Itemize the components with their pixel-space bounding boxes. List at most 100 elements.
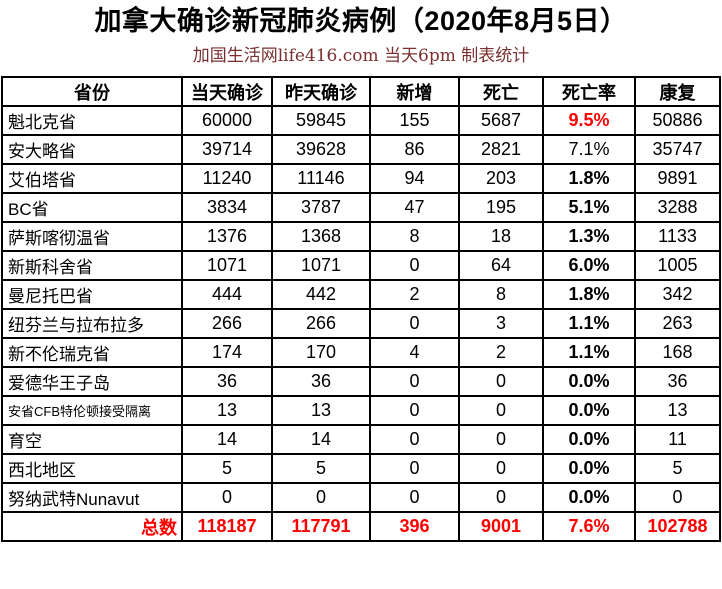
cell-death-rate: 1.1% [542,308,636,339]
cell-recovered: 36 [634,366,721,397]
cell-yesterday: 266 [271,308,371,339]
cell-death-rate: 0.0% [542,366,636,397]
cell-province: 安大略省 [1,134,183,165]
cell-deaths: 0 [458,424,544,455]
table-row: 育空 14 14 0 0 0.0% 11 [1,424,721,455]
cell-new: 0 [369,395,460,426]
cell-recovered: 50886 [634,105,721,136]
cell-new: 0 [369,424,460,455]
cell-province: 艾伯塔省 [1,163,183,194]
cell-today: 60000 [181,105,273,136]
cell-yesterday: 36 [271,366,371,397]
total-row: 总数 118187 117791 396 9001 7.6% 102788 [1,511,721,542]
cell-new: 94 [369,163,460,194]
cell-province: 魁北克省 [1,105,183,136]
cell-deaths: 8 [458,279,544,310]
cell-deaths: 3 [458,308,544,339]
cell-recovered: 13 [634,395,721,426]
total-deaths: 9001 [458,511,544,542]
cell-new: 0 [369,308,460,339]
table-header-row: 省份 当天确诊 昨天确诊 新增 死亡 死亡率 康复 [1,76,721,107]
cell-yesterday: 3787 [271,192,371,223]
cell-new: 0 [369,482,460,513]
cell-recovered: 5 [634,453,721,484]
table-row: 曼尼托巴省 444 442 2 8 1.8% 342 [1,279,721,310]
cell-new: 0 [369,453,460,484]
cell-yesterday: 11146 [271,163,371,194]
cell-today: 0 [181,482,273,513]
table-row: 艾伯塔省 11240 11146 94 203 1.8% 9891 [1,163,721,194]
total-death-rate: 7.6% [542,511,636,542]
table-row: 安省CFB特伦顿接受隔离 13 13 0 0 0.0% 13 [1,395,721,426]
cell-deaths: 0 [458,395,544,426]
table-row: 安大略省 39714 39628 86 2821 7.1% 35747 [1,134,721,165]
cell-today: 11240 [181,163,273,194]
cell-province: 爱德华王子岛 [1,366,183,397]
page-title: 加拿大确诊新冠肺炎病例（2020年8月5日） [94,6,628,36]
column-header-3: 新增 [369,76,460,107]
cell-death-rate: 1.8% [542,279,636,310]
cell-today: 39714 [181,134,273,165]
cell-death-rate: 0.0% [542,424,636,455]
cell-death-rate: 7.1% [542,134,636,165]
table-row: 魁北克省 60000 59845 155 5687 9.5% 50886 [1,105,721,136]
total-yesterday: 117791 [271,511,371,542]
cell-recovered: 168 [634,337,721,368]
cell-recovered: 3288 [634,192,721,223]
cell-new: 8 [369,221,460,252]
column-header-5: 死亡率 [542,76,636,107]
subtitle: 加国生活网life416.com 当天6pm 制表统计 [192,46,530,66]
cell-death-rate: 0.0% [542,453,636,484]
cell-today: 13 [181,395,273,426]
table-row: 努纳武特Nunavut 0 0 0 0 0.0% 0 [1,482,721,513]
cell-province: 曼尼托巴省 [1,279,183,310]
cell-province: 新不伦瑞克省 [1,337,183,368]
cell-recovered: 9891 [634,163,721,194]
cell-province: 努纳武特Nunavut [1,482,183,513]
cell-deaths: 64 [458,250,544,281]
cell-new: 47 [369,192,460,223]
table-row: 纽芬兰与拉布拉多 266 266 0 3 1.1% 263 [1,308,721,339]
cell-death-rate: 5.1% [542,192,636,223]
cell-yesterday: 0 [271,482,371,513]
cell-yesterday: 59845 [271,105,371,136]
page: 加拿大确诊新冠肺炎病例（2020年8月5日） 加国生活网life416.com … [0,5,722,589]
cell-today: 174 [181,337,273,368]
cell-deaths: 0 [458,482,544,513]
table-row: 西北地区 5 5 0 0 0.0% 5 [1,453,721,484]
cell-province: 萨斯喀彻温省 [1,221,183,252]
cell-recovered: 0 [634,482,721,513]
total-recovered: 102788 [634,511,721,542]
cell-deaths: 2821 [458,134,544,165]
cell-deaths: 0 [458,366,544,397]
cell-province: BC省 [1,192,183,223]
cell-yesterday: 14 [271,424,371,455]
cell-today: 266 [181,308,273,339]
cell-recovered: 263 [634,308,721,339]
cell-recovered: 342 [634,279,721,310]
cell-death-rate: 1.1% [542,337,636,368]
cell-death-rate: 1.3% [542,221,636,252]
cell-yesterday: 1368 [271,221,371,252]
cell-death-rate: 1.8% [542,163,636,194]
column-header-0: 省份 [1,76,183,107]
cell-death-rate: 0.0% [542,482,636,513]
cell-province: 安省CFB特伦顿接受隔离 [1,395,183,426]
cell-new: 155 [369,105,460,136]
cell-deaths: 0 [458,453,544,484]
column-header-1: 当天确诊 [181,76,273,107]
cell-today: 1376 [181,221,273,252]
cell-new: 2 [369,279,460,310]
column-header-6: 康复 [634,76,721,107]
cell-deaths: 5687 [458,105,544,136]
cell-new: 0 [369,366,460,397]
cell-yesterday: 442 [271,279,371,310]
cell-new: 0 [369,250,460,281]
column-header-2: 昨天确诊 [271,76,371,107]
cell-province: 西北地区 [1,453,183,484]
cell-deaths: 2 [458,337,544,368]
cell-yesterday: 39628 [271,134,371,165]
cell-yesterday: 13 [271,395,371,426]
table-row: 爱德华王子岛 36 36 0 0 0.0% 36 [1,366,721,397]
cell-province: 新斯科舍省 [1,250,183,281]
